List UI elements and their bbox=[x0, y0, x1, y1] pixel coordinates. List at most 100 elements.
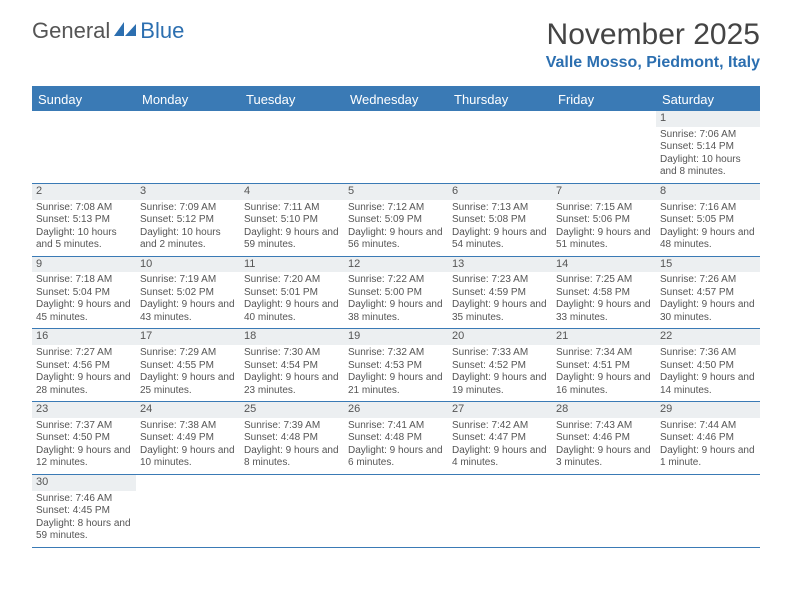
sunrise-text: Sunrise: 7:44 AM bbox=[660, 420, 756, 433]
day-number: 30 bbox=[32, 475, 136, 491]
calendar-week: 9Sunrise: 7:18 AMSunset: 5:04 PMDaylight… bbox=[32, 257, 760, 330]
day-number: 2 bbox=[32, 184, 136, 200]
sunrise-text: Sunrise: 7:16 AM bbox=[660, 202, 756, 215]
sunset-text: Sunset: 5:14 PM bbox=[660, 141, 756, 154]
daylight-text: Daylight: 9 hours and 16 minutes. bbox=[556, 372, 652, 397]
daylight-text: Daylight: 10 hours and 2 minutes. bbox=[140, 227, 236, 252]
sunset-text: Sunset: 4:50 PM bbox=[660, 360, 756, 373]
sunset-text: Sunset: 4:58 PM bbox=[556, 287, 652, 300]
sunrise-text: Sunrise: 7:37 AM bbox=[36, 420, 132, 433]
daylight-text: Daylight: 9 hours and 23 minutes. bbox=[244, 372, 340, 397]
calendar-day: 19Sunrise: 7:32 AMSunset: 4:53 PMDayligh… bbox=[344, 329, 448, 401]
sunset-text: Sunset: 4:50 PM bbox=[36, 432, 132, 445]
day-number: 19 bbox=[344, 329, 448, 345]
daylight-text: Daylight: 9 hours and 3 minutes. bbox=[556, 445, 652, 470]
sunrise-text: Sunrise: 7:26 AM bbox=[660, 274, 756, 287]
sunrise-text: Sunrise: 7:25 AM bbox=[556, 274, 652, 287]
day-number: 26 bbox=[344, 402, 448, 418]
sunrise-text: Sunrise: 7:13 AM bbox=[452, 202, 548, 215]
calendar-day: 5Sunrise: 7:12 AMSunset: 5:09 PMDaylight… bbox=[344, 184, 448, 256]
calendar-day: 4Sunrise: 7:11 AMSunset: 5:10 PMDaylight… bbox=[240, 184, 344, 256]
calendar: Sunday Monday Tuesday Wednesday Thursday… bbox=[32, 86, 760, 548]
day-number: 15 bbox=[656, 257, 760, 273]
calendar-day: 17Sunrise: 7:29 AMSunset: 4:55 PMDayligh… bbox=[136, 329, 240, 401]
sunrise-text: Sunrise: 7:08 AM bbox=[36, 202, 132, 215]
daylight-text: Daylight: 9 hours and 30 minutes. bbox=[660, 299, 756, 324]
daylight-text: Daylight: 10 hours and 5 minutes. bbox=[36, 227, 132, 252]
daylight-text: Daylight: 9 hours and 38 minutes. bbox=[348, 299, 444, 324]
day-number: 24 bbox=[136, 402, 240, 418]
day-number: 22 bbox=[656, 329, 760, 345]
day-number: 29 bbox=[656, 402, 760, 418]
sunrise-text: Sunrise: 7:29 AM bbox=[140, 347, 236, 360]
daylight-text: Daylight: 10 hours and 8 minutes. bbox=[660, 154, 756, 179]
daylight-text: Daylight: 9 hours and 19 minutes. bbox=[452, 372, 548, 397]
day-number: 9 bbox=[32, 257, 136, 273]
sunset-text: Sunset: 5:00 PM bbox=[348, 287, 444, 300]
daylight-text: Daylight: 9 hours and 8 minutes. bbox=[244, 445, 340, 470]
day-number: 10 bbox=[136, 257, 240, 273]
sunset-text: Sunset: 4:56 PM bbox=[36, 360, 132, 373]
sunrise-text: Sunrise: 7:46 AM bbox=[36, 493, 132, 506]
sunset-text: Sunset: 4:54 PM bbox=[244, 360, 340, 373]
day-number: 8 bbox=[656, 184, 760, 200]
sunrise-text: Sunrise: 7:22 AM bbox=[348, 274, 444, 287]
sunrise-text: Sunrise: 7:39 AM bbox=[244, 420, 340, 433]
logo-text-b: Blue bbox=[140, 18, 184, 44]
daylight-text: Daylight: 9 hours and 51 minutes. bbox=[556, 227, 652, 252]
weekday-label: Friday bbox=[552, 88, 656, 111]
daylight-text: Daylight: 8 hours and 59 minutes. bbox=[36, 518, 132, 543]
calendar-day bbox=[344, 111, 448, 183]
sunset-text: Sunset: 5:08 PM bbox=[452, 214, 548, 227]
sunrise-text: Sunrise: 7:27 AM bbox=[36, 347, 132, 360]
calendar-day: 3Sunrise: 7:09 AMSunset: 5:12 PMDaylight… bbox=[136, 184, 240, 256]
sunset-text: Sunset: 4:55 PM bbox=[140, 360, 236, 373]
daylight-text: Daylight: 9 hours and 43 minutes. bbox=[140, 299, 236, 324]
calendar-day: 13Sunrise: 7:23 AMSunset: 4:59 PMDayligh… bbox=[448, 257, 552, 329]
calendar-day bbox=[552, 475, 656, 547]
location-label: Valle Mosso, Piedmont, Italy bbox=[546, 54, 760, 72]
daylight-text: Daylight: 9 hours and 54 minutes. bbox=[452, 227, 548, 252]
sunset-text: Sunset: 5:01 PM bbox=[244, 287, 340, 300]
sunset-text: Sunset: 4:59 PM bbox=[452, 287, 548, 300]
daylight-text: Daylight: 9 hours and 12 minutes. bbox=[36, 445, 132, 470]
weekday-label: Thursday bbox=[448, 88, 552, 111]
sunset-text: Sunset: 5:04 PM bbox=[36, 287, 132, 300]
calendar-week: 2Sunrise: 7:08 AMSunset: 5:13 PMDaylight… bbox=[32, 184, 760, 257]
calendar-day bbox=[240, 475, 344, 547]
calendar-day: 21Sunrise: 7:34 AMSunset: 4:51 PMDayligh… bbox=[552, 329, 656, 401]
calendar-week: 1Sunrise: 7:06 AMSunset: 5:14 PMDaylight… bbox=[32, 111, 760, 184]
daylight-text: Daylight: 9 hours and 21 minutes. bbox=[348, 372, 444, 397]
sunset-text: Sunset: 4:48 PM bbox=[244, 432, 340, 445]
calendar-day bbox=[552, 111, 656, 183]
calendar-day bbox=[656, 475, 760, 547]
daylight-text: Daylight: 9 hours and 33 minutes. bbox=[556, 299, 652, 324]
daylight-text: Daylight: 9 hours and 56 minutes. bbox=[348, 227, 444, 252]
calendar-day: 28Sunrise: 7:43 AMSunset: 4:46 PMDayligh… bbox=[552, 402, 656, 474]
calendar-day: 16Sunrise: 7:27 AMSunset: 4:56 PMDayligh… bbox=[32, 329, 136, 401]
sunrise-text: Sunrise: 7:23 AM bbox=[452, 274, 548, 287]
daylight-text: Daylight: 9 hours and 45 minutes. bbox=[36, 299, 132, 324]
daylight-text: Daylight: 9 hours and 6 minutes. bbox=[348, 445, 444, 470]
calendar-day: 8Sunrise: 7:16 AMSunset: 5:05 PMDaylight… bbox=[656, 184, 760, 256]
calendar-day: 6 Sunrise: 7:13 AMSunset: 5:08 PMDaylight… bbox=[448, 184, 552, 256]
sunrise-text: Sunrise: 7:38 AM bbox=[140, 420, 236, 433]
weekday-label: Saturday bbox=[656, 88, 760, 111]
calendar-week: 23Sunrise: 7:37 AMSunset: 4:50 PMDayligh… bbox=[32, 402, 760, 475]
daylight-text: Daylight: 9 hours and 28 minutes. bbox=[36, 372, 132, 397]
page-title: November 2025 bbox=[546, 18, 760, 52]
calendar-day bbox=[136, 475, 240, 547]
sunset-text: Sunset: 4:46 PM bbox=[660, 432, 756, 445]
sunset-text: Sunset: 4:52 PM bbox=[452, 360, 548, 373]
sunset-text: Sunset: 4:51 PM bbox=[556, 360, 652, 373]
daylight-text: Daylight: 9 hours and 40 minutes. bbox=[244, 299, 340, 324]
sunset-text: Sunset: 4:48 PM bbox=[348, 432, 444, 445]
sunrise-text: Sunrise: 7:41 AM bbox=[348, 420, 444, 433]
calendar-day: 20Sunrise: 7:33 AMSunset: 4:52 PMDayligh… bbox=[448, 329, 552, 401]
day-number: 3 bbox=[136, 184, 240, 200]
day-number: 6 bbox=[448, 184, 552, 200]
day-number: 27 bbox=[448, 402, 552, 418]
calendar-day bbox=[344, 475, 448, 547]
calendar-day: 24Sunrise: 7:38 AMSunset: 4:49 PMDayligh… bbox=[136, 402, 240, 474]
logo-text-a: General bbox=[32, 18, 110, 44]
